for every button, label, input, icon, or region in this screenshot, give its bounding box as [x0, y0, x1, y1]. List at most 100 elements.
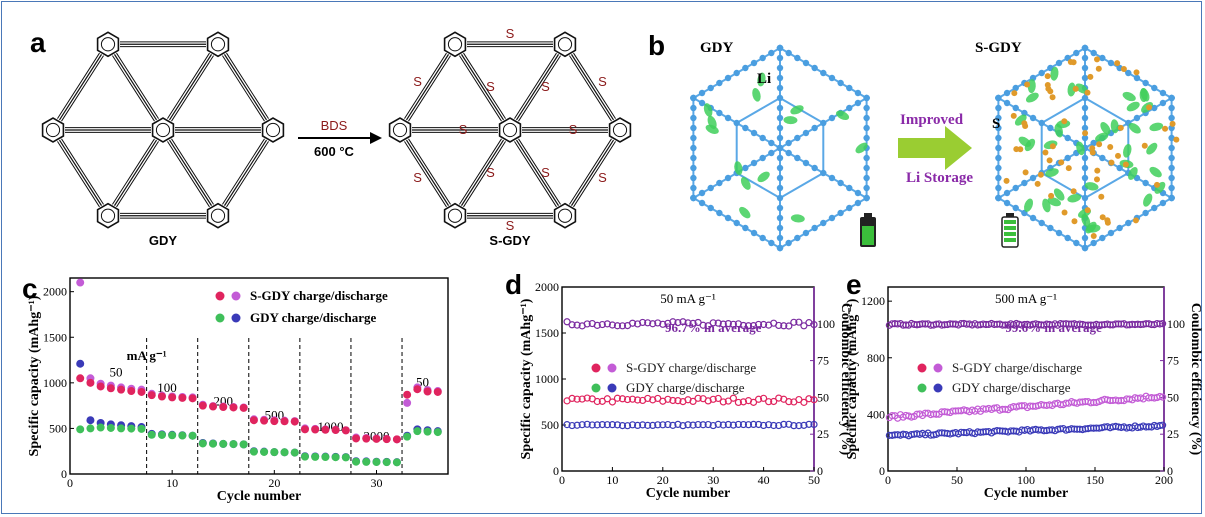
sulfur-atom-label: S [413, 170, 422, 185]
carbon-atom [690, 124, 697, 132]
sulfur-atom [1044, 73, 1051, 80]
data-point [290, 448, 299, 457]
carbon-atom [1064, 134, 1071, 142]
sulfur-atom [1070, 59, 1077, 66]
carbon-atom [690, 104, 697, 112]
carbon-atom [863, 134, 870, 142]
data-point [628, 319, 637, 327]
sulfur-atom [1042, 149, 1049, 156]
data-point [583, 420, 591, 428]
data-point [76, 374, 85, 383]
data-point [739, 420, 748, 429]
lithium-site [757, 72, 766, 87]
data-point [644, 421, 652, 429]
lithium-site [1154, 181, 1166, 194]
y2-tick-label: 0 [817, 464, 823, 478]
sulfur-atom [1022, 169, 1029, 176]
data-point [229, 403, 238, 412]
data-point [598, 420, 606, 429]
carbon-atom [776, 184, 784, 192]
lithium-site [1100, 122, 1111, 135]
carbon-atom [802, 129, 810, 137]
data-point [729, 394, 737, 402]
data-point [270, 448, 279, 457]
data-point [76, 359, 85, 368]
carbon-atom [776, 54, 784, 62]
carbon-atom [750, 159, 758, 167]
carbon-atom [1081, 244, 1089, 252]
data-point [795, 422, 803, 430]
data-point [744, 322, 753, 330]
data-point [300, 452, 309, 461]
carbon-atom [1064, 154, 1071, 162]
carbon-atom [794, 54, 801, 62]
data-point [749, 420, 758, 428]
y2-tick-label: 25 [817, 427, 829, 441]
data-point [654, 319, 662, 327]
outer-benzene-ring-inner [100, 37, 116, 52]
lithium-site [1054, 123, 1063, 138]
sulfur-atom-label: S [598, 74, 607, 89]
data-point [800, 398, 808, 406]
data-point [780, 420, 788, 428]
carbon-atom [854, 189, 862, 197]
carbon-atom [820, 69, 827, 77]
spoke-diyne-bond-b [518, 138, 561, 205]
legend-marker [933, 383, 943, 393]
y-tick-label: 1000 [43, 376, 67, 390]
lithium-site [1149, 166, 1162, 178]
sulfur-atom-label: S [459, 122, 468, 137]
carbon-atom [995, 174, 1002, 182]
network-grid-line [1084, 97, 1129, 124]
data-point [754, 395, 763, 403]
data-point [785, 322, 793, 330]
carbon-atom [698, 99, 706, 107]
central-benzene-ring-inner [502, 122, 518, 138]
carbon-atom [1081, 174, 1089, 182]
carbon-atom [776, 244, 784, 252]
lithium-site [1126, 101, 1140, 112]
sulfur-atom [1099, 214, 1106, 221]
data-point [674, 319, 682, 327]
y2-tick-label: 75 [817, 354, 829, 368]
gdy-network-illustration [690, 44, 870, 252]
outer-benzene-ring-inner [447, 37, 463, 52]
data-point [613, 421, 622, 429]
sulfur-atom [1141, 142, 1148, 149]
outer-benzene-ring-inner [210, 208, 226, 223]
sulfur-atom [1162, 125, 1169, 132]
carbon-atom [724, 174, 732, 182]
carbon-atom [1029, 214, 1037, 222]
data-point [608, 398, 617, 406]
data-point [86, 416, 95, 425]
y-tick-label: 800 [867, 351, 885, 365]
carbon-atom [995, 104, 1002, 112]
carbon-atom [1021, 179, 1028, 187]
data-point [403, 390, 412, 399]
spoke-diyne-bond [460, 54, 505, 121]
carbon-atom [1168, 194, 1175, 202]
data-point [583, 320, 591, 328]
sulfur-atom [1094, 167, 1101, 174]
data-point [311, 452, 320, 461]
carbon-atom [854, 89, 862, 97]
carbon-atom [1047, 124, 1054, 132]
legend-marker [591, 363, 601, 373]
data-point [198, 401, 207, 410]
sulfur-atom [1058, 159, 1065, 166]
sulfur-atom [1093, 176, 1100, 183]
lithium-site [1095, 132, 1109, 142]
lithium-site [790, 105, 804, 115]
carbon-atom [1116, 164, 1123, 172]
carbon-atom [1081, 134, 1089, 142]
data-point [583, 394, 591, 402]
outer-benzene-ring-inner [612, 122, 628, 138]
outer-diyne-bond-c [61, 55, 104, 122]
data-point [137, 424, 146, 433]
data-point [659, 320, 667, 328]
y2-axis-label: Coulombic efficiency (%) [838, 303, 853, 456]
sulfur-atom [1022, 122, 1029, 129]
outer-benzene-ring-inner [265, 122, 281, 138]
sulfur-atom-label: S [598, 170, 607, 185]
data-point [795, 318, 803, 326]
